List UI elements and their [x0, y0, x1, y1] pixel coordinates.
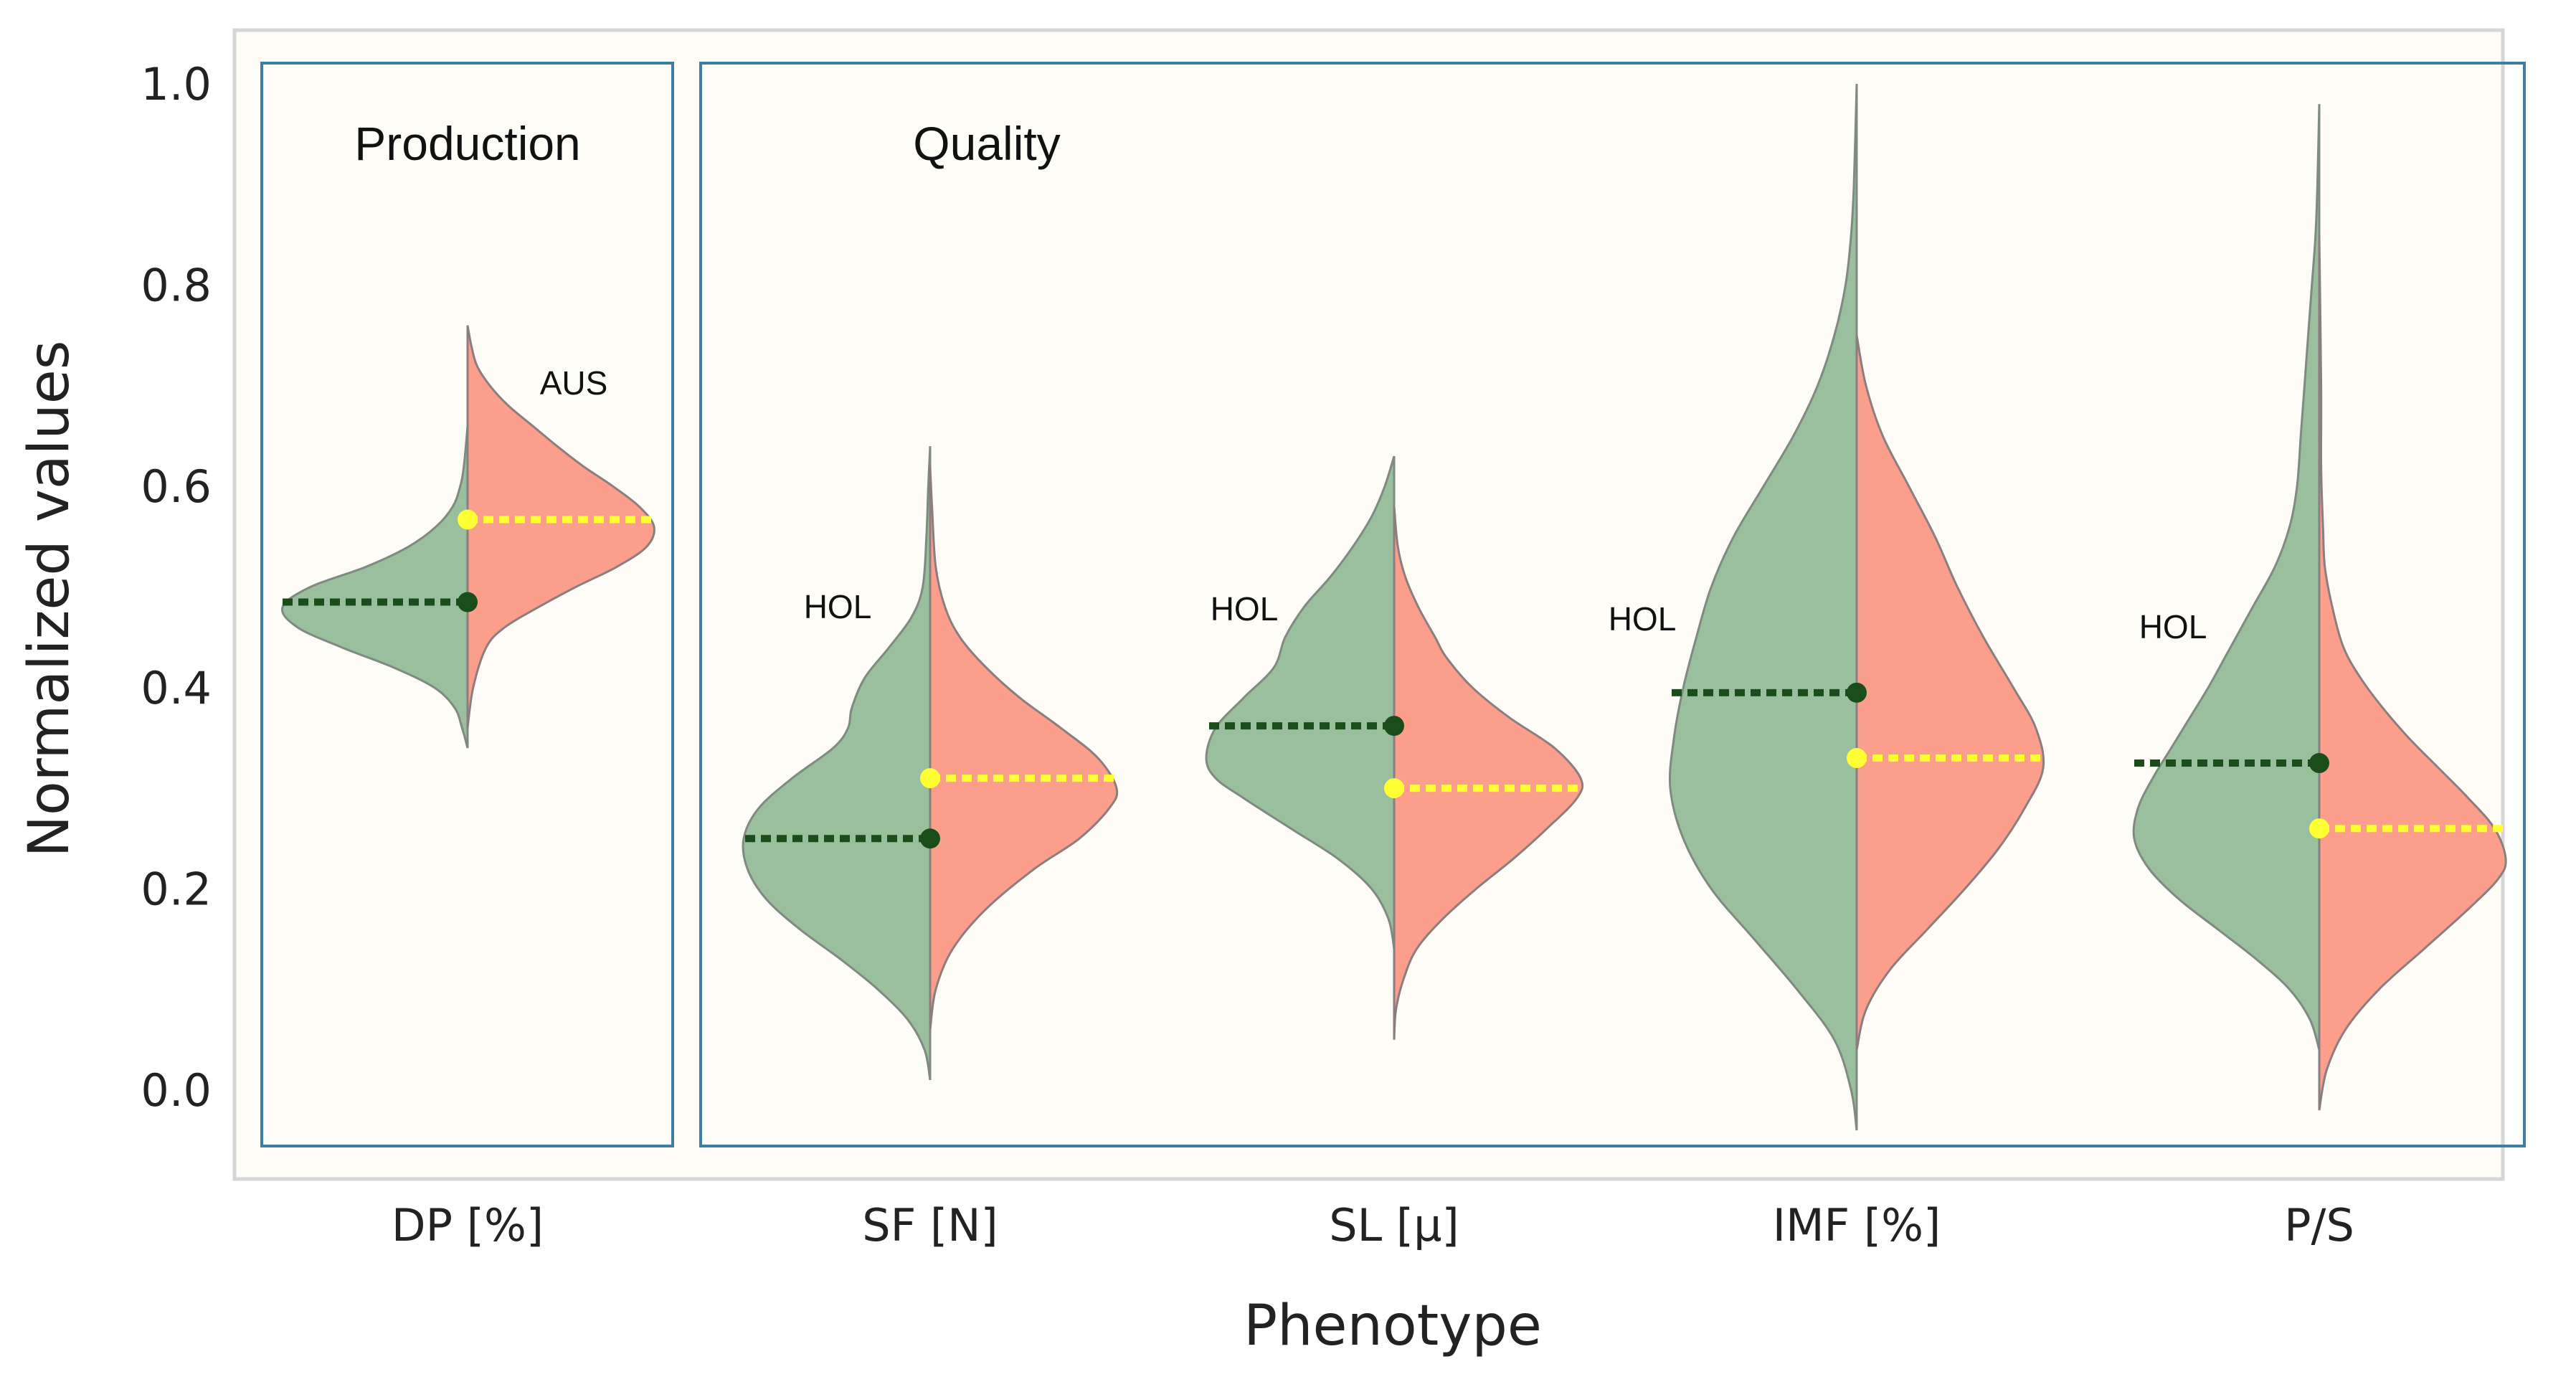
violin-half-aus-sf-n	[929, 466, 1119, 1031]
violin-half-aus-dp	[466, 325, 655, 729]
violins-layer: AUS HOL HOL HOL HOL	[280, 83, 2507, 1131]
panel-quality	[699, 62, 2526, 1147]
panel-title-quality: Quality	[913, 117, 1060, 170]
mean-dot-hol-sf-n	[920, 828, 940, 849]
series-label-hol-sl: HOL	[1211, 590, 1279, 628]
y-tick-label: 0.4	[141, 662, 212, 714]
x-tick-label-sl: SL [μ]	[1329, 1199, 1459, 1251]
x-tick-label-p-s: P/S	[2284, 1199, 2354, 1251]
y-tick-label: 0.2	[141, 863, 212, 915]
mean-dot-aus-p-s	[2309, 818, 2329, 839]
mean-dot-aus-imf	[1847, 748, 1867, 769]
violin-half-hol-imf	[1668, 83, 1858, 1131]
series-label-hol-p-s: HOL	[2139, 608, 2207, 645]
y-tick-label: 0.0	[141, 1064, 212, 1117]
x-axis-ticks: DP [%] SF [N] SL [μ] IMF [%] P/S	[392, 1199, 2354, 1251]
panel-title-production: Production	[354, 117, 581, 170]
x-axis-title: Phenotype	[1244, 1294, 1542, 1358]
mean-dot-aus-dp	[458, 509, 478, 530]
y-tick-label: 0.6	[141, 460, 212, 513]
panel-production	[260, 62, 674, 1147]
violin-half-hol-p-s	[2132, 104, 2321, 1051]
violin-half-hol-sl	[1205, 455, 1396, 950]
x-tick-label-sf-n: SF [N]	[862, 1199, 998, 1251]
mean-dot-aus-sf-n	[920, 768, 940, 789]
y-tick-label: 1.0	[141, 58, 212, 110]
violin-imf	[1668, 83, 2045, 1131]
x-tick-label-imf: IMF [%]	[1773, 1199, 1941, 1251]
violin-sl	[1205, 455, 1584, 1040]
violin-p-s	[2132, 104, 2507, 1111]
y-tick-label: 0.8	[141, 260, 212, 312]
violin-half-aus-p-s	[2318, 235, 2507, 1111]
violin-half-aus-imf	[1855, 335, 2045, 1051]
mean-dot-hol-sl	[1384, 716, 1404, 737]
mean-dot-hol-imf	[1847, 682, 1867, 703]
violin-half-hol-sf-n	[742, 446, 932, 1081]
mean-dot-aus-sl	[1384, 778, 1404, 799]
y-axis-title: Normalized values	[17, 341, 82, 858]
mean-dot-hol-dp	[458, 592, 478, 612]
series-label-hol-imf: HOL	[1609, 600, 1677, 638]
violin-half-hol-dp	[280, 425, 469, 749]
mean-dot-hol-p-s	[2309, 753, 2329, 774]
y-axis-ticks: 0.0 0.2 0.4 0.6 0.8 1.0	[141, 58, 212, 1117]
violin-dp	[280, 325, 655, 749]
series-label-hol-sf-n: HOL	[804, 588, 872, 625]
x-tick-label-dp: DP [%]	[392, 1199, 544, 1251]
violin-sf-n	[742, 446, 1119, 1081]
violin-half-aus-sl	[1393, 506, 1584, 1040]
series-label-aus-dp: AUS	[540, 364, 608, 402]
